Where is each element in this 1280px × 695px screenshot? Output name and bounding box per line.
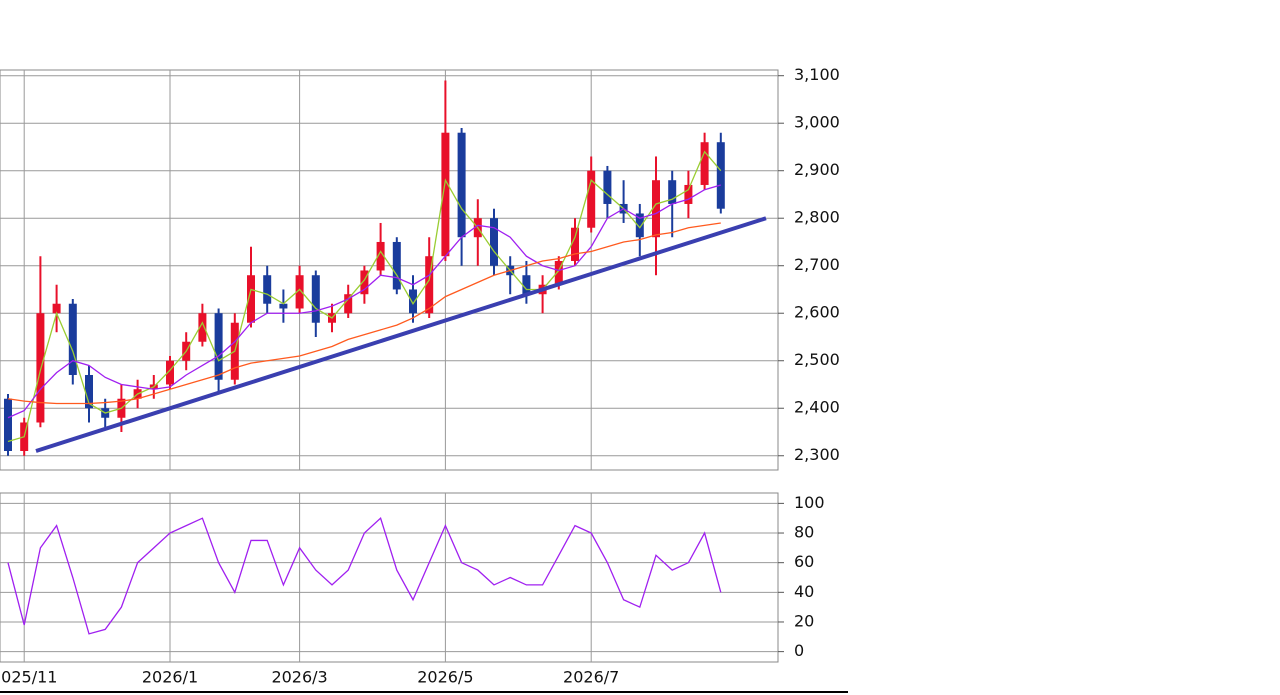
y-tick-label: 2,400 [794, 398, 840, 417]
moving-average [7, 222, 721, 405]
candle-body [52, 303, 61, 314]
x-tick-label: 2026/3 [271, 668, 327, 687]
candle-body [392, 241, 401, 290]
y-tick-label: 2,500 [794, 350, 840, 369]
indicator-panel [0, 492, 779, 663]
candle-body [522, 275, 531, 295]
candle-body [635, 213, 644, 238]
candle-body [571, 227, 579, 261]
candle-body [85, 374, 93, 409]
candle-body [490, 218, 498, 266]
x-tick-label: 2026/7 [563, 668, 619, 687]
candle-body [214, 313, 223, 380]
y-tick-label: 3,000 [794, 113, 840, 132]
candle-body [4, 398, 12, 451]
candle-body [68, 303, 77, 375]
candle-body [344, 294, 353, 314]
candle-body [425, 256, 434, 314]
y-tick-label: 2,300 [794, 445, 840, 464]
moving-average [7, 184, 721, 419]
y-tick-label: 20 [794, 611, 814, 630]
y-tick-label: 100 [794, 493, 825, 512]
candle-body [409, 289, 417, 314]
candle-body [279, 303, 288, 309]
y-tick-label: 60 [794, 552, 814, 571]
candle-body [376, 241, 385, 271]
candle-body [441, 132, 450, 257]
candle-body [603, 170, 612, 204]
y-tick-label: 2,700 [794, 255, 840, 274]
y-tick-label: 40 [794, 582, 814, 601]
candle-body [263, 275, 272, 304]
candle-body [360, 270, 369, 295]
candle-body [166, 360, 174, 385]
price-panel [0, 69, 779, 471]
y-tick-label: 80 [794, 523, 814, 542]
candle-body [295, 275, 304, 309]
trend-line [35, 216, 767, 453]
candle-body [684, 184, 693, 204]
y-tick-label: 3,100 [794, 65, 840, 84]
y-tick-label: 0 [794, 641, 804, 660]
indicator-line [7, 517, 722, 635]
y-tick-label: 2,600 [794, 303, 840, 322]
x-tick-label: 2026/5 [417, 668, 473, 687]
x-tick-label: 2025/11 [0, 668, 57, 687]
candle-body [198, 313, 207, 342]
moving-average [7, 150, 722, 443]
candle-body [587, 170, 596, 228]
candle-body [311, 275, 320, 323]
y-tick-label: 2,900 [794, 160, 840, 179]
candle-body [716, 142, 725, 209]
candle-body [554, 260, 563, 285]
y-tick-label: 2,800 [794, 208, 840, 227]
candle-body [668, 180, 677, 204]
candle-body [652, 180, 660, 238]
candle-body [457, 132, 466, 238]
x-tick-label: 2026/1 [142, 668, 198, 687]
candle-body [700, 142, 709, 185]
candle-body [247, 275, 255, 323]
